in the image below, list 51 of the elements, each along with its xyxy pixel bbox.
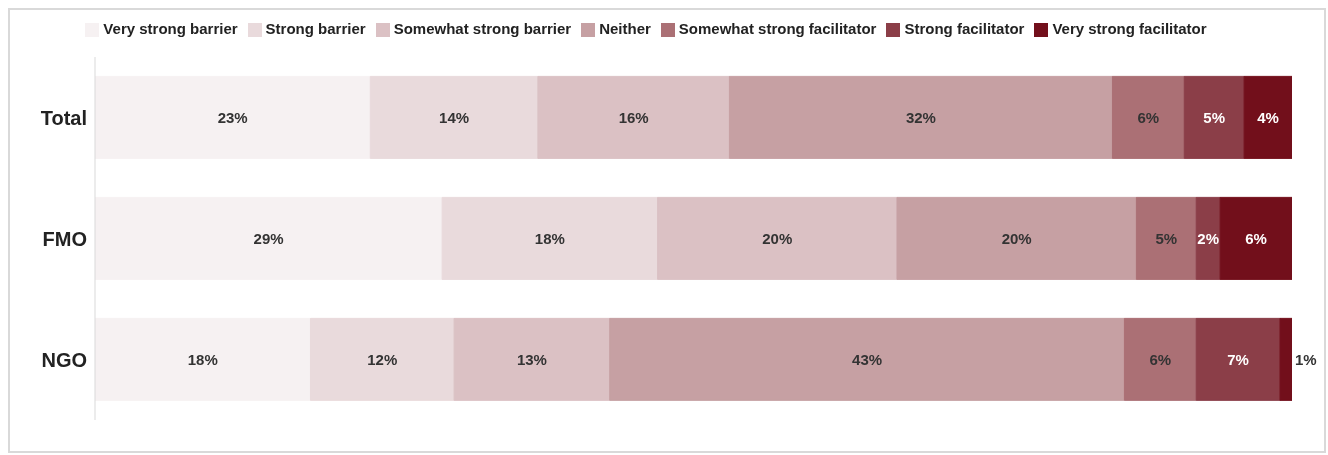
data-label: 43% <box>852 350 883 368</box>
data-label: 1% <box>1295 350 1317 368</box>
legend-label: Somewhat strong facilitator <box>678 20 877 37</box>
data-label: 23% <box>217 108 248 126</box>
bar <box>1195 317 1281 401</box>
y-tick-label: FMO <box>42 227 87 250</box>
bar <box>537 75 730 159</box>
data-label: 20% <box>762 229 793 247</box>
legend-label: Neither <box>599 20 651 37</box>
data-label: 2% <box>1197 229 1220 247</box>
data-label: 18% <box>187 350 218 368</box>
data-label: 5% <box>1203 108 1226 126</box>
bar <box>95 196 443 280</box>
bar <box>1135 196 1197 280</box>
bar <box>1219 196 1292 280</box>
bar <box>1123 317 1197 401</box>
data-label: 7% <box>1227 350 1249 368</box>
bar <box>657 196 898 280</box>
bar <box>728 75 1113 159</box>
bar <box>95 75 371 159</box>
data-label: 6% <box>1137 108 1160 126</box>
data-label: 12% <box>367 350 398 368</box>
bar <box>453 317 611 401</box>
bar <box>441 196 659 280</box>
bar <box>369 75 539 159</box>
bar <box>896 196 1137 280</box>
legend-label: Strong barrier <box>265 20 366 37</box>
bar <box>1111 75 1185 159</box>
legend-label: Somewhat strong barrier <box>393 20 572 37</box>
legend-label: Very strong barrier <box>103 20 238 37</box>
bar <box>95 317 311 401</box>
bar <box>1183 75 1245 159</box>
bar <box>1243 75 1292 159</box>
y-tick-label: Total <box>40 106 87 129</box>
data-label: 13% <box>516 350 547 368</box>
data-label: 14% <box>439 108 470 126</box>
data-label: 16% <box>618 108 649 126</box>
legend-label: Strong facilitator <box>904 20 1025 37</box>
bar <box>1279 317 1292 401</box>
data-label: 6% <box>1245 229 1267 247</box>
bar <box>309 317 455 401</box>
data-label: 6% <box>1149 350 1172 368</box>
data-label: 18% <box>534 229 565 247</box>
data-label: 20% <box>1001 229 1032 247</box>
data-label: 5% <box>1155 229 1178 247</box>
data-label: 32% <box>905 108 936 126</box>
data-label: 29% <box>253 229 284 247</box>
bar <box>609 317 1125 401</box>
legend-label: Very strong facilitator <box>1052 20 1207 37</box>
data-label: 4% <box>1257 108 1279 126</box>
y-tick-label: NGO <box>41 348 87 371</box>
